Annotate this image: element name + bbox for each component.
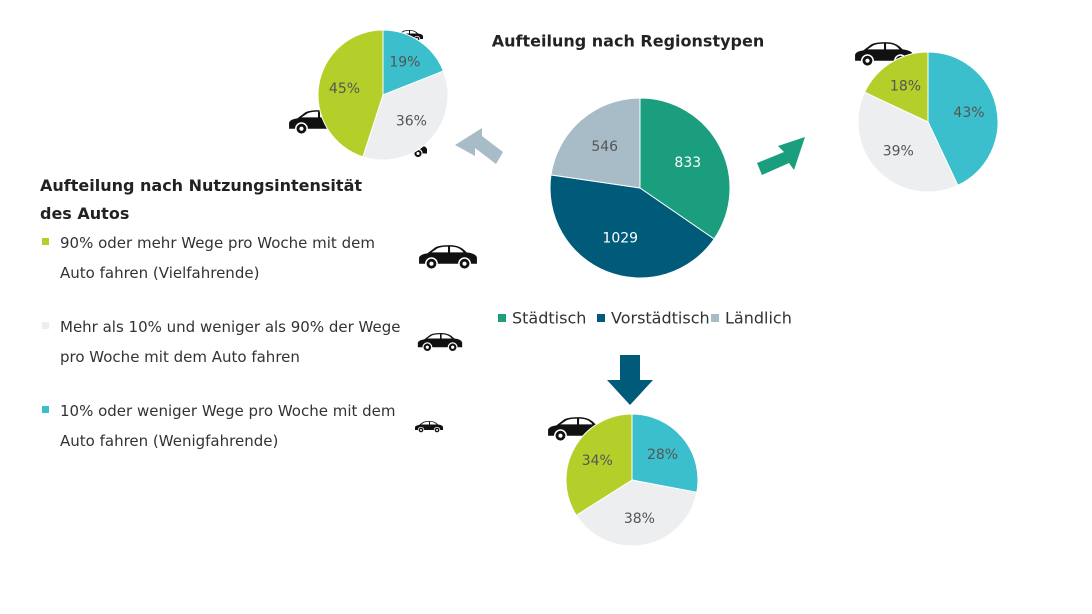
arrow (455, 128, 503, 164)
arrow (607, 355, 653, 405)
value-label: 39% (883, 144, 914, 160)
legend-swatch (597, 314, 605, 322)
pie-slice (550, 97, 641, 189)
value-label: 833 (674, 155, 701, 171)
legend-text: 90% oder mehr Wege pro Woche mit dem Aut… (60, 234, 375, 282)
value-label: 38% (624, 511, 655, 527)
legend-swatch (498, 314, 506, 322)
legend-swatch (42, 322, 49, 329)
legend-text: Mehr als 10% und weniger als 90% der Weg… (60, 318, 401, 366)
pie-slice (631, 413, 699, 493)
value-label: 19% (389, 55, 420, 71)
legend-item: 90% oder mehr Wege pro Woche mit dem Aut… (42, 228, 410, 288)
legend-label: Ländlich (725, 309, 792, 328)
legend-title: Aufteilung nach Nutzungsintensität des A… (40, 176, 363, 223)
value-label: 36% (396, 114, 427, 130)
legend-item: Mehr als 10% und weniger als 90% der Weg… (42, 312, 410, 372)
pie-slice (639, 97, 731, 240)
legend-label: Vorstädtisch (611, 309, 710, 328)
value-label: 34% (582, 453, 613, 469)
legend-swatch (711, 314, 719, 322)
pie-slice (382, 29, 445, 96)
pie-slice (857, 91, 959, 193)
pie-slice (927, 51, 999, 187)
legend-swatch (42, 406, 49, 413)
pie-slice (565, 413, 633, 517)
value-label: 45% (329, 81, 360, 97)
arrow (757, 137, 805, 175)
legend-text: 10% oder weniger Wege pro Woche mit dem … (60, 402, 396, 450)
value-label: 546 (591, 139, 618, 155)
legend-label: Städtisch (512, 309, 586, 328)
legend-item: 10% oder weniger Wege pro Woche mit dem … (42, 396, 410, 456)
pie-slice (317, 29, 384, 158)
legend-swatch (42, 238, 49, 245)
chart-title: Aufteilung nach Regionstypen (492, 32, 764, 51)
value-label: 28% (647, 447, 678, 463)
pie-slice (549, 174, 715, 279)
value-label: 43% (953, 105, 984, 121)
value-label: 1029 (602, 230, 638, 246)
value-label: 18% (890, 79, 921, 95)
pie-slice (362, 70, 449, 161)
pie-slice (863, 51, 929, 123)
